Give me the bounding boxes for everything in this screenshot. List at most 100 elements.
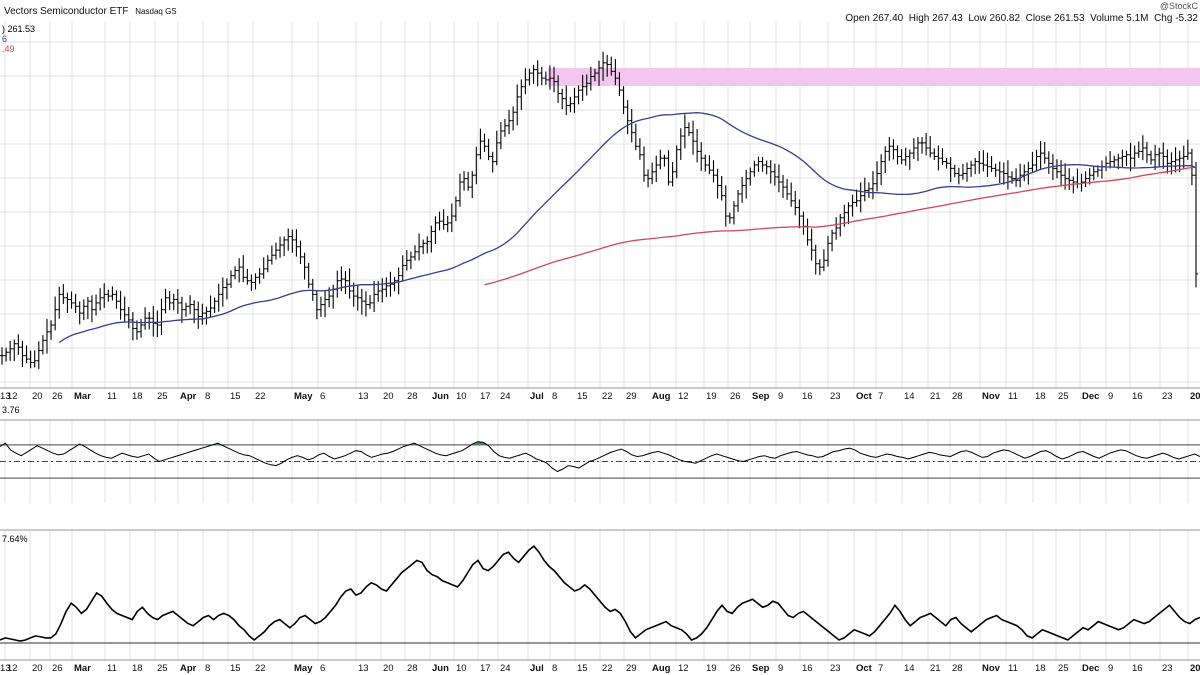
price-bar bbox=[372, 281, 377, 312]
price-bar bbox=[711, 160, 716, 183]
date-tick-label: 24 bbox=[500, 663, 511, 674]
date-tick-label: 20 bbox=[32, 663, 43, 674]
date-tick-label: Apr bbox=[180, 391, 197, 402]
date-tick-label: 23 bbox=[830, 663, 841, 674]
price-bar bbox=[445, 215, 450, 233]
price-bar bbox=[175, 289, 180, 314]
price-bar bbox=[580, 74, 585, 102]
price-bar bbox=[707, 155, 712, 175]
price-bar bbox=[24, 345, 29, 364]
date-tick-label: 23 bbox=[1162, 663, 1173, 674]
date-tick-label: 16 bbox=[1132, 663, 1143, 674]
price-bar bbox=[184, 302, 189, 317]
price-bar bbox=[854, 189, 859, 207]
price-bar bbox=[294, 229, 299, 257]
date-tick-label: 6 bbox=[320, 663, 325, 674]
price-bar bbox=[613, 58, 618, 86]
price-bar bbox=[163, 288, 168, 314]
date-tick-label: 12 bbox=[7, 663, 18, 674]
price-bar bbox=[973, 157, 978, 175]
price-bar bbox=[1185, 139, 1190, 160]
price-bar bbox=[53, 296, 58, 331]
price-bar bbox=[597, 60, 601, 86]
price-bar bbox=[1038, 141, 1043, 170]
date-tick-label: 2025 bbox=[1190, 391, 1200, 402]
price-bar bbox=[915, 137, 920, 162]
overbought-fill bbox=[215, 443, 221, 445]
date-tick-label: 15 bbox=[577, 663, 588, 674]
price-bar bbox=[515, 84, 520, 126]
price-bar bbox=[629, 109, 634, 143]
date-tick-label: 19 bbox=[706, 663, 717, 674]
price-bar bbox=[265, 255, 270, 273]
price-bar bbox=[736, 189, 741, 212]
price-bar bbox=[605, 54, 610, 77]
price-bar bbox=[502, 118, 507, 137]
price-bar bbox=[834, 217, 839, 240]
date-tick-label: Mar bbox=[74, 663, 91, 674]
date-tick-label: May bbox=[294, 663, 313, 674]
price-bar bbox=[969, 160, 974, 177]
date-tick-label: 19 bbox=[706, 391, 717, 402]
price-bar bbox=[1018, 163, 1023, 188]
price-bar bbox=[1026, 161, 1031, 185]
price-bar bbox=[609, 56, 614, 76]
date-tick-label: 22 bbox=[255, 663, 266, 674]
price-bar bbox=[936, 145, 941, 171]
price-bar bbox=[960, 163, 965, 180]
chg-label: Chg bbox=[1154, 13, 1173, 24]
price-bar bbox=[0, 347, 4, 365]
date-tick-label: 11 bbox=[107, 391, 117, 402]
date-tick-label: 16 bbox=[802, 391, 813, 402]
price-bar bbox=[703, 154, 708, 172]
price-bar bbox=[204, 306, 209, 325]
date-tick-label: 25 bbox=[157, 391, 168, 402]
price-bar bbox=[903, 147, 908, 166]
date-axis-top: 12 20 26 Mar 11 18 25 Apr 8 15 22 May 6 13 20 28 Jun 10 17… bbox=[0, 391, 1200, 402]
resistance-zone bbox=[548, 68, 1200, 86]
price-bar bbox=[572, 87, 577, 113]
date-tick-label: 10 bbox=[456, 663, 467, 674]
price-bar bbox=[875, 161, 880, 192]
price-bar bbox=[1153, 144, 1158, 170]
price-bar bbox=[686, 122, 691, 137]
price-bar bbox=[20, 340, 25, 368]
price-bar bbox=[850, 194, 855, 217]
date-tick-label: Nov bbox=[982, 663, 1001, 674]
price-bar bbox=[899, 149, 904, 165]
price-bar bbox=[568, 96, 573, 113]
price-bar bbox=[1165, 149, 1170, 174]
price-bar bbox=[801, 211, 806, 235]
price-bar bbox=[891, 139, 896, 160]
price-bar bbox=[437, 211, 442, 231]
price-bar bbox=[1120, 149, 1125, 167]
price-bar bbox=[981, 150, 986, 172]
price-bar bbox=[838, 214, 843, 237]
price-bar bbox=[40, 335, 45, 355]
date-tick-label: 25 bbox=[1058, 391, 1069, 402]
price-bar bbox=[1108, 151, 1113, 169]
date-tick-label: 17 bbox=[480, 663, 491, 674]
price-bar bbox=[478, 128, 483, 160]
price-bar bbox=[474, 146, 479, 185]
price-bar bbox=[507, 109, 512, 135]
price-bar bbox=[408, 251, 413, 270]
price-bar bbox=[952, 164, 957, 178]
price-bar bbox=[412, 245, 417, 261]
date-tick-label: 6 bbox=[320, 391, 325, 402]
high-value: 267.43 bbox=[932, 13, 963, 24]
price-bar bbox=[139, 318, 144, 338]
price-bar bbox=[466, 171, 471, 191]
date-tick-label: 10 bbox=[456, 391, 467, 402]
price-bar bbox=[85, 296, 90, 320]
price-bar bbox=[879, 154, 884, 185]
date-tick-label: 20 bbox=[383, 391, 394, 402]
price-bar bbox=[200, 303, 205, 325]
price-bar bbox=[216, 283, 221, 312]
price-bar bbox=[388, 271, 393, 297]
price-bar bbox=[453, 196, 458, 222]
price-bar bbox=[228, 270, 233, 288]
date-tick-label: 22 bbox=[255, 391, 266, 402]
price-bar bbox=[368, 294, 373, 309]
